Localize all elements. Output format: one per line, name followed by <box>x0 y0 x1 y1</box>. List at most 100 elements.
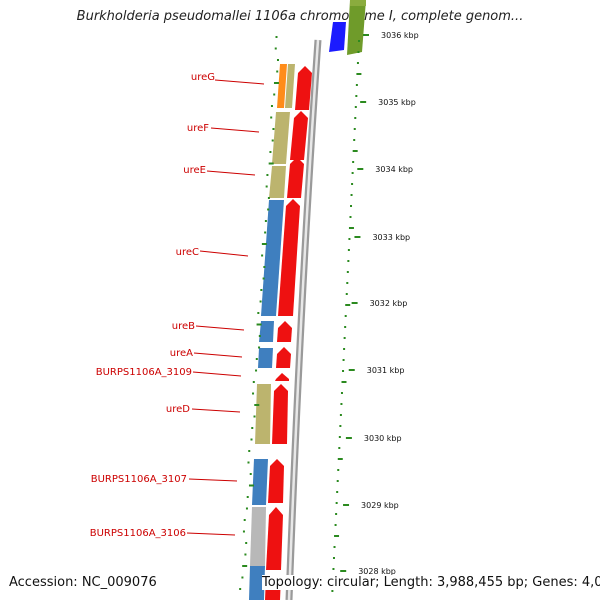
gc-dot <box>334 524 337 526</box>
gc-dot <box>258 335 261 337</box>
gc-dot <box>345 293 348 295</box>
cds-ureF-tan[interactable] <box>272 112 290 164</box>
gc-dot <box>335 502 338 504</box>
gc-dot <box>262 277 265 280</box>
red-gene-ureG[interactable] <box>295 66 312 110</box>
scale-label: 3035 kbp <box>378 98 416 107</box>
gc-dot <box>333 546 336 548</box>
gc-dot <box>348 227 354 229</box>
gc-dot <box>264 231 267 234</box>
gc-dot <box>276 59 279 61</box>
gc-dot <box>354 117 357 119</box>
top-green-gene-tip[interactable] <box>350 0 366 6</box>
gc-dot <box>249 473 252 475</box>
gc-dot <box>357 51 360 53</box>
label-connectors <box>186 79 265 536</box>
map-title: Burkholderia pseudomallei 1106a chromoso… <box>76 9 524 24</box>
red-gene-3109[interactable] <box>275 373 289 381</box>
gene-label-urea[interactable]: ureA <box>170 348 193 359</box>
scale-label: 3028 kbp <box>358 567 396 576</box>
red-gene-3107[interactable] <box>268 459 284 503</box>
gc-dot <box>255 369 258 372</box>
gc-dot <box>259 300 262 303</box>
cds-ureG-orange[interactable] <box>277 64 287 108</box>
cds-ureD-tan[interactable] <box>255 384 271 444</box>
gc-dot <box>358 40 360 42</box>
gc-dot <box>339 414 342 416</box>
scale-label: 3036 kbp <box>381 31 419 40</box>
gc-dot <box>268 162 274 165</box>
gc-dot <box>342 370 345 372</box>
scale-label: 3030 kbp <box>364 434 402 443</box>
gc-dot <box>274 47 277 50</box>
scale-label: 3034 kbp <box>375 165 413 174</box>
topology-text: Topology: circular; Length: 3,988,455 bp… <box>262 575 600 590</box>
gc-dot <box>338 436 341 438</box>
red-gene-ureA[interactable] <box>276 347 291 368</box>
gc-dot <box>343 348 346 350</box>
gc-dot <box>260 289 263 291</box>
gene-label-ureg[interactable]: ureG <box>191 72 215 83</box>
red-gene-ureB[interactable] <box>277 321 292 342</box>
gene-label-burps1106a_3106[interactable]: BURPS1106A_3106 <box>90 528 186 539</box>
red-gene-ureC[interactable] <box>278 199 300 316</box>
gc-dot <box>355 95 358 97</box>
gc-dot <box>338 447 341 449</box>
gc-dot <box>343 337 346 339</box>
gene-label-burps1106a_3109[interactable]: BURPS1106A_3109 <box>96 367 192 378</box>
gc-dot <box>350 194 353 196</box>
gc-dot <box>264 220 267 222</box>
gc-dot <box>261 243 267 245</box>
gene-label-burps1106a_3107[interactable]: BURPS1106A_3107 <box>91 474 187 485</box>
top-green-gene[interactable] <box>347 0 366 55</box>
cds-ureG-tan[interactable] <box>285 64 295 108</box>
gc-dot <box>348 238 351 240</box>
gc-dot <box>354 106 357 108</box>
gc-dot <box>347 260 350 262</box>
cds-3107-blue[interactable] <box>252 459 268 505</box>
gc-dot <box>252 381 255 383</box>
gc-dot <box>250 438 253 441</box>
cds-3106-gray[interactable] <box>250 507 266 566</box>
cds-ureA-blue[interactable] <box>258 348 273 368</box>
cds-ureB-blue[interactable] <box>259 321 274 342</box>
gc-dot <box>353 128 356 130</box>
gc-dot <box>247 461 250 464</box>
gc-dot <box>242 565 248 567</box>
gc-dot <box>344 326 347 328</box>
gc-dot <box>349 216 352 218</box>
gc-dots <box>239 36 362 592</box>
gc-dot <box>344 315 347 317</box>
cds-bottom-blue[interactable] <box>249 566 265 600</box>
gc-dot <box>261 254 264 257</box>
gc-dot <box>356 62 359 64</box>
cds-ureC-blue[interactable] <box>261 200 284 316</box>
gc-dot <box>258 346 261 349</box>
gene-label-uref[interactable]: ureF <box>187 123 209 134</box>
gc-dot <box>337 469 340 471</box>
gc-dot <box>273 93 276 96</box>
gc-dot <box>248 450 251 452</box>
gene-label-uree[interactable]: ureE <box>183 165 206 176</box>
red-gene-ureF[interactable] <box>290 111 308 160</box>
red-gene-ureD[interactable] <box>272 384 288 444</box>
gene-label-ured[interactable]: ureD <box>166 404 190 415</box>
gc-dot <box>332 557 335 559</box>
gene-label-ureb[interactable]: ureB <box>172 321 195 332</box>
red-gene-ureE[interactable] <box>287 157 304 198</box>
cds-ureE-tan[interactable] <box>269 166 286 198</box>
gc-dot <box>340 403 343 405</box>
scale-axis: 3036 kbp 3035 kbp 3034 kbp 3033 kbp 3032 kbp… <box>340 31 419 576</box>
gc-dot <box>267 208 270 211</box>
red-gene-3106[interactable] <box>266 507 283 570</box>
scale-label: 3032 kbp <box>370 299 408 308</box>
scale-label: 3033 kbp <box>372 233 410 242</box>
gc-dot <box>336 491 339 493</box>
gc-dot <box>352 161 355 163</box>
gc-dot <box>341 381 347 383</box>
top-blue-gene[interactable] <box>329 22 346 52</box>
gene-label-urec[interactable]: ureC <box>176 247 199 258</box>
gc-dot <box>266 174 269 176</box>
gc-dot <box>340 392 343 394</box>
gc-dot <box>242 530 245 533</box>
